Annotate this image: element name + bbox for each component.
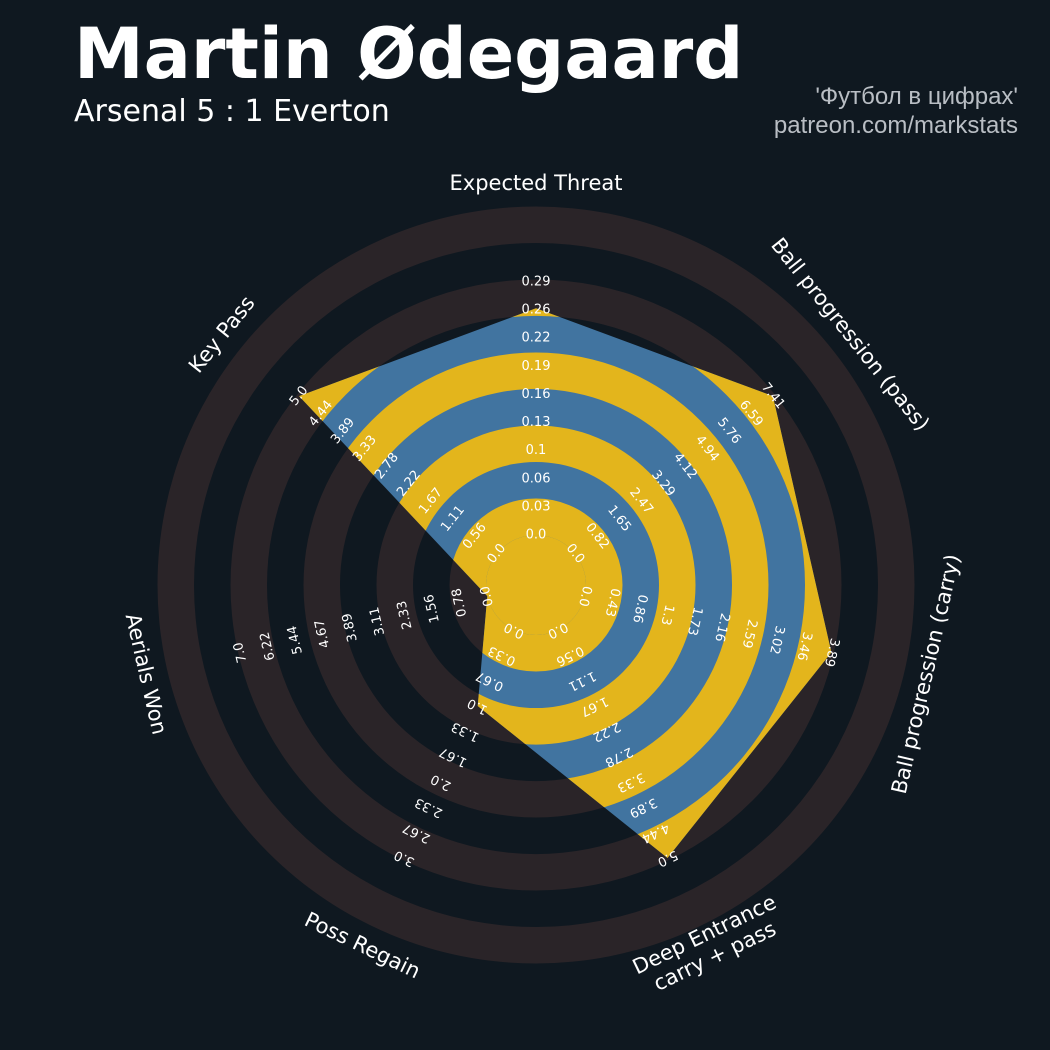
tick-label: 0.0 bbox=[478, 584, 497, 608]
credit-title: 'Футбол в цифрах' bbox=[815, 83, 1018, 110]
tick-label: 1.3 bbox=[657, 603, 676, 627]
radar-rings-highlight bbox=[299, 308, 832, 858]
tick-label: 0.1 bbox=[526, 443, 547, 458]
tick-label: 0.0 bbox=[526, 528, 547, 543]
tick-label: 0.13 bbox=[522, 415, 551, 430]
match-score: Arsenal 5 : 1 Everton bbox=[74, 94, 390, 129]
tick-label: 7.0 bbox=[231, 641, 250, 665]
tick-label: 0.78 bbox=[449, 587, 470, 619]
tick-label: 0.43 bbox=[602, 587, 623, 619]
param-label: Expected Threat bbox=[450, 171, 623, 195]
tick-label: 3.11 bbox=[367, 605, 388, 637]
tick-label: 6.22 bbox=[257, 630, 278, 662]
tick-label: 0.0 bbox=[575, 584, 594, 608]
tick-label: 2.33 bbox=[413, 794, 446, 820]
tick-label: 5.44 bbox=[285, 624, 306, 656]
credit-link[interactable]: patreon.com/markstats bbox=[773, 112, 1018, 139]
tick-label: 0.19 bbox=[522, 359, 551, 374]
tick-label: 2.33 bbox=[394, 599, 415, 631]
tick-label: 0.26 bbox=[522, 303, 551, 318]
tick-label: 1.56 bbox=[422, 593, 443, 625]
ring-highlight bbox=[449, 498, 623, 672]
tick-label: 0.16 bbox=[522, 387, 551, 402]
tick-label: 0.86 bbox=[629, 593, 650, 625]
tick-label: 0.29 bbox=[522, 275, 551, 290]
tick-label: 3.46 bbox=[793, 630, 814, 662]
tick-label: 2.59 bbox=[739, 618, 760, 650]
tick-label: 3.89 bbox=[340, 612, 361, 644]
tick-label: 0.03 bbox=[522, 499, 551, 514]
tick-label: 0.22 bbox=[522, 331, 551, 346]
tick-label: 3.89 bbox=[821, 637, 842, 669]
player-name: Martin Ødegaard bbox=[74, 13, 744, 95]
tick-label: 2.16 bbox=[711, 612, 732, 644]
tick-label: 0.06 bbox=[522, 471, 551, 486]
credit: 'Футбол в цифрах' patreon.com/markstats bbox=[774, 82, 1018, 140]
tick-label: 3.02 bbox=[766, 624, 787, 656]
tick-label: 1.73 bbox=[684, 605, 705, 637]
tick-label: 4.67 bbox=[312, 618, 333, 650]
center-circle bbox=[486, 535, 586, 635]
